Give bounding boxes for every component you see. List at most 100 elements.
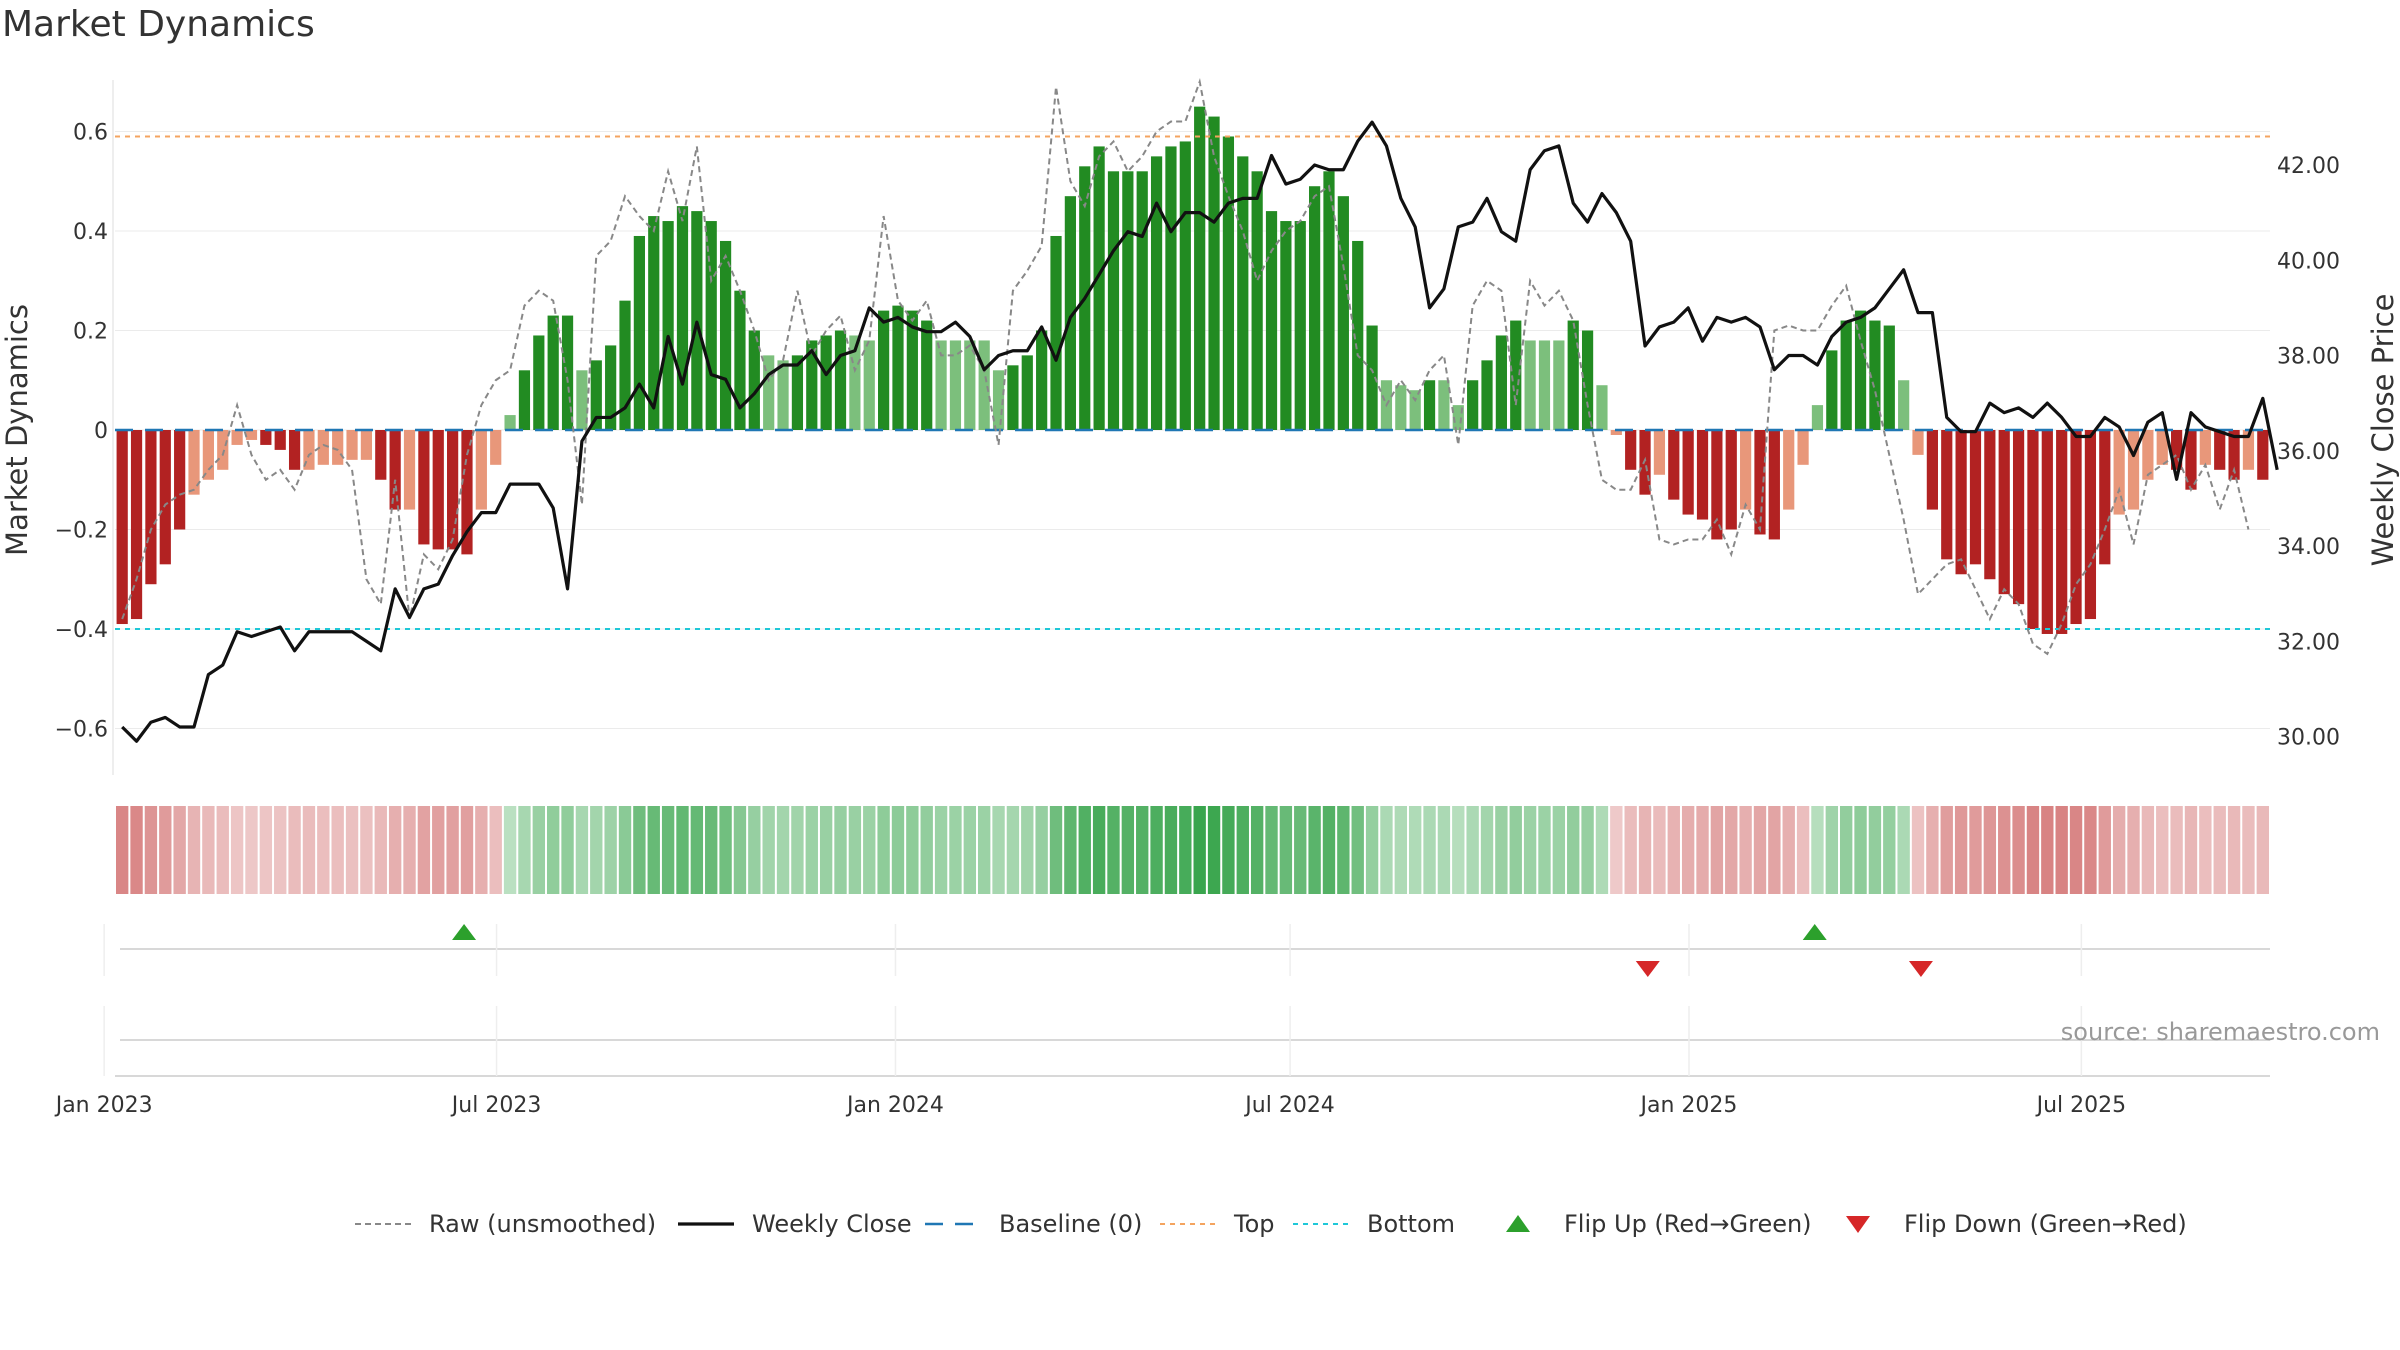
state-strip-cell <box>819 806 833 894</box>
market-dynamics-bar <box>1898 380 1910 430</box>
left-tick-label: 0.6 <box>73 121 108 146</box>
state-strip-cell <box>690 806 704 894</box>
market-dynamics-bar <box>2027 430 2039 629</box>
market-dynamics-bar <box>1395 385 1407 430</box>
state-strip-cell <box>2184 806 2198 894</box>
market-dynamics-bar <box>1409 390 1421 430</box>
market-dynamics-bar <box>533 335 545 430</box>
market-dynamics-bar <box>375 430 387 480</box>
market-dynamics-bar <box>475 430 487 510</box>
state-strip-cell <box>202 806 215 894</box>
state-strip-cell <box>1409 806 1422 894</box>
state-strip-cell <box>1954 806 1968 894</box>
market-dynamics-bar <box>849 335 861 430</box>
market-dynamics-bar <box>260 430 272 445</box>
state-strip-cell <box>403 806 416 894</box>
state-strip-cell <box>719 806 732 894</box>
state-strip-cell <box>891 806 905 894</box>
market-dynamics-bar <box>2214 430 2226 470</box>
state-strip-cell <box>978 806 991 894</box>
state-strip-cell <box>1552 806 1566 894</box>
market-dynamics-bar <box>346 430 358 460</box>
state-strip-cell <box>2213 806 2226 894</box>
market-dynamics-bar <box>561 315 574 430</box>
market-dynamics-bar <box>1452 405 1464 430</box>
market-dynamics-bar <box>2142 430 2154 480</box>
market-dynamics-bar <box>1840 320 1852 430</box>
state-strip-cell <box>1308 806 1321 894</box>
market-dynamics-bar <box>2041 430 2053 634</box>
market-dynamics-bar <box>719 240 732 430</box>
state-strip-cell <box>2227 806 2241 894</box>
market-dynamics-bar <box>1912 430 1924 455</box>
market-dynamics-bar <box>202 430 214 480</box>
state-strip-cell <box>1811 806 1824 894</box>
state-strip-cell <box>1926 806 1939 894</box>
state-strip-cell <box>863 806 876 894</box>
state-strip-cell <box>1078 806 1091 894</box>
x-tick-label: Jul 2025 <box>2035 1093 2127 1118</box>
x-tick-label: Jan 2023 <box>54 1093 153 1118</box>
state-strip-cell <box>1509 806 1522 894</box>
state-strip-cell <box>1998 806 2011 894</box>
market-dynamics-bar <box>2156 430 2168 465</box>
market-dynamics-bar <box>116 430 128 625</box>
left-tick-label: 0.2 <box>73 320 108 345</box>
state-strip-cell <box>302 806 316 894</box>
state-strip-cell <box>1653 806 1666 894</box>
market-dynamics-bar <box>935 340 947 430</box>
state-strip-cell <box>345 806 359 894</box>
legend-label: Flip Up (Red→Green) <box>1564 1210 1812 1238</box>
state-strip-cell <box>561 806 574 894</box>
state-strip-cell <box>1969 806 1982 894</box>
state-strip-cell <box>1236 806 1249 894</box>
market-dynamics-bar <box>130 430 143 620</box>
legend-label: Weekly Close <box>752 1210 912 1238</box>
market-dynamics-bar <box>1194 106 1206 430</box>
state-strip-cell <box>144 806 158 894</box>
legend-label: Bottom <box>1367 1210 1455 1238</box>
market-dynamics-bar <box>734 290 746 430</box>
market-dynamics-bar <box>791 355 804 430</box>
market-dynamics-bar <box>1653 430 1666 475</box>
market-dynamics-bar <box>2185 430 2197 490</box>
market-dynamics-bar <box>777 360 789 430</box>
state-strip-cell <box>1725 806 1738 894</box>
state-strip-cell <box>1207 806 1221 894</box>
state-strip-cell <box>1983 806 1997 894</box>
state-strip-cell <box>805 806 818 894</box>
market-dynamics-bar <box>1998 430 2010 595</box>
state-strip-cell <box>920 806 933 894</box>
legend-label: Raw (unsmoothed) <box>429 1210 656 1238</box>
market-dynamics-bar <box>1093 146 1105 431</box>
market-dynamics-bar <box>2127 430 2140 510</box>
flip-up-marker <box>452 924 477 940</box>
market-dynamics-bar <box>389 430 401 510</box>
market-dynamics-bar <box>576 370 588 430</box>
market-dynamics-bar <box>2171 430 2183 470</box>
market-dynamics-bar <box>964 340 976 430</box>
market-dynamics-bar <box>1237 156 1249 430</box>
state-strip-cell <box>633 806 646 894</box>
state-strip-cell <box>1423 806 1436 894</box>
market-dynamics-bar <box>605 345 617 430</box>
legend-label: Flip Down (Green→Red) <box>1904 1210 2187 1238</box>
state-strip-cell <box>475 806 488 894</box>
market-dynamics-bar <box>145 430 157 585</box>
market-dynamics-bar <box>1668 430 1680 500</box>
state-strip-cell <box>159 806 172 894</box>
market-dynamics-bar <box>1754 430 1766 535</box>
weekly-close-line <box>121 120 2279 743</box>
market-dynamics-bar <box>1064 196 1076 430</box>
market-dynamics-bar <box>1596 385 1608 430</box>
market-dynamics-bar <box>1294 221 1306 430</box>
market-dynamics-bar <box>1984 430 1996 580</box>
state-strip-cell <box>288 806 301 894</box>
state-strip-cell <box>906 806 919 894</box>
state-strip-cell <box>1394 806 1407 894</box>
market-dynamics-bar <box>447 430 459 550</box>
market-dynamics-bar <box>892 305 904 430</box>
flip-down-marker <box>1635 961 1660 977</box>
market-dynamics-bar <box>1150 156 1163 430</box>
state-strip-cell <box>1495 806 1508 894</box>
